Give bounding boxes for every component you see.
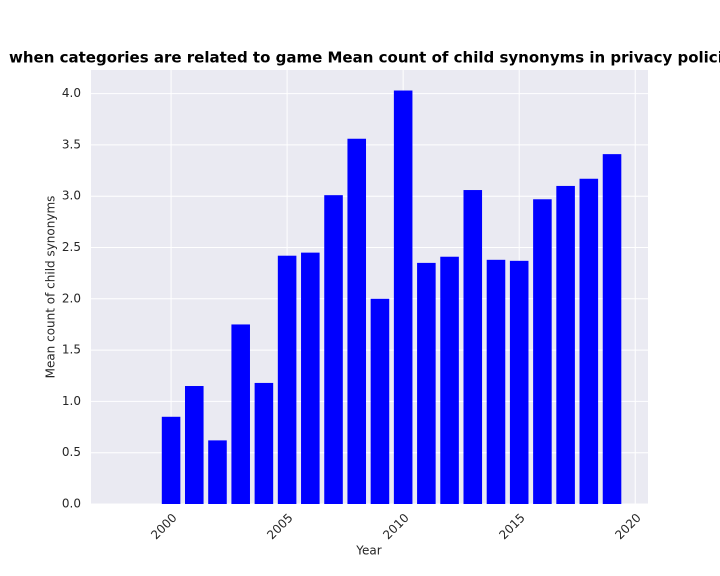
bar: [254, 382, 274, 504]
bar: [277, 255, 297, 504]
x-tick-label: 2020: [612, 511, 643, 542]
bar: [231, 324, 250, 504]
bar: [533, 199, 552, 504]
bar: [347, 138, 367, 504]
bar: [370, 298, 390, 504]
bar: [509, 260, 529, 504]
bar: [393, 90, 413, 505]
y-tick-label: 0.5: [62, 445, 81, 459]
x-axis-label: Year: [355, 544, 381, 558]
bar: [556, 185, 575, 504]
bar: [324, 195, 343, 504]
y-tick-label: 4.0: [62, 86, 81, 100]
bar: [301, 252, 320, 504]
bar: [208, 440, 227, 504]
bar: [440, 256, 459, 504]
bar: [579, 178, 599, 504]
x-tick-label: 2005: [264, 511, 295, 542]
y-tick-label: 3.5: [62, 137, 81, 151]
y-tick-label: 2.0: [62, 291, 81, 305]
chart-title: when categories are related to game Mean…: [9, 49, 720, 67]
plot-area: [91, 70, 648, 504]
bar: [463, 190, 483, 505]
x-tick-label: 2010: [380, 511, 411, 542]
bar: [602, 154, 622, 504]
y-axis-label: Mean count of child synonyms: [44, 196, 58, 379]
bar: [417, 262, 436, 504]
x-tick-label: 2000: [148, 511, 179, 542]
bar: [184, 386, 204, 504]
y-tick-label: 3.0: [62, 189, 81, 203]
y-tick-label: 1.5: [62, 343, 81, 357]
x-tick-label: 2015: [496, 511, 527, 542]
y-tick-label: 0.0: [62, 497, 81, 511]
y-tick-label: 2.5: [62, 240, 81, 254]
bar: [486, 259, 506, 504]
y-tick-label: 1.0: [62, 394, 81, 408]
bar: [161, 416, 181, 504]
